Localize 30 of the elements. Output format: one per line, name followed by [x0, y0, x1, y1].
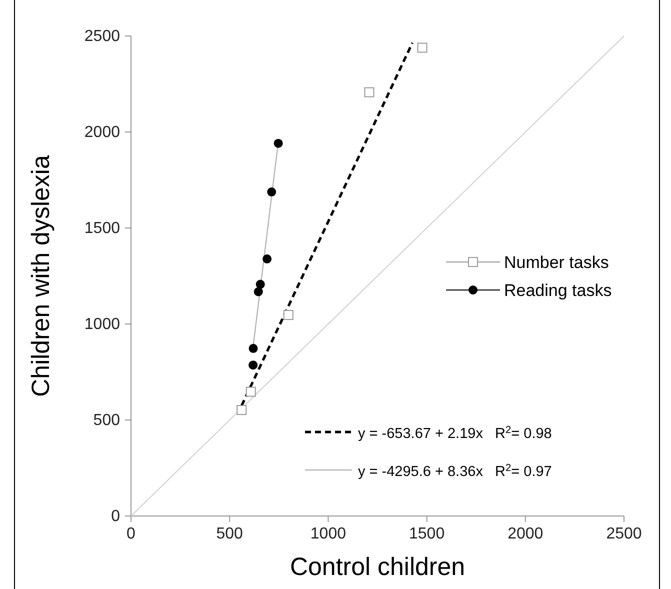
point — [417, 42, 428, 53]
y-tick-label: 1500 — [84, 220, 120, 238]
point — [267, 187, 276, 196]
y-axis-title: Children with dyslexia — [27, 155, 55, 397]
y-tick-label: 2500 — [84, 28, 120, 46]
point — [248, 344, 258, 353]
legend-label: Reading tasks — [504, 281, 612, 300]
point — [262, 254, 272, 264]
x-tick-label: 1000 — [310, 525, 346, 542]
point — [254, 287, 263, 296]
point — [236, 405, 247, 416]
legend-label: Number tasks — [504, 253, 609, 272]
x-tick-label: 2000 — [508, 525, 544, 542]
y-tick-label: 1000 — [84, 316, 120, 334]
point — [274, 138, 283, 148]
legend-label: y = -653.67 + 2.19x R$^{2}$= 0.98 — [358, 424, 552, 442]
x-tick-label: 2500 — [606, 525, 642, 542]
point — [256, 280, 265, 289]
y-tick-label: 500 — [93, 412, 120, 430]
point — [246, 386, 256, 397]
x-tick-label: 500 — [216, 525, 244, 542]
legend-label: y = -4295.6 + 8.36x R$^{2}$= 0.97 — [358, 462, 552, 480]
y-tick-label: 0 — [111, 508, 120, 526]
y-tick-label: 2000 — [84, 124, 120, 142]
x-tick-label: 1500 — [409, 525, 445, 542]
point — [364, 87, 374, 98]
point — [283, 310, 294, 320]
point — [248, 360, 258, 370]
x-tick-label: 0 — [126, 525, 136, 542]
x-axis-title: Control children — [290, 553, 466, 581]
